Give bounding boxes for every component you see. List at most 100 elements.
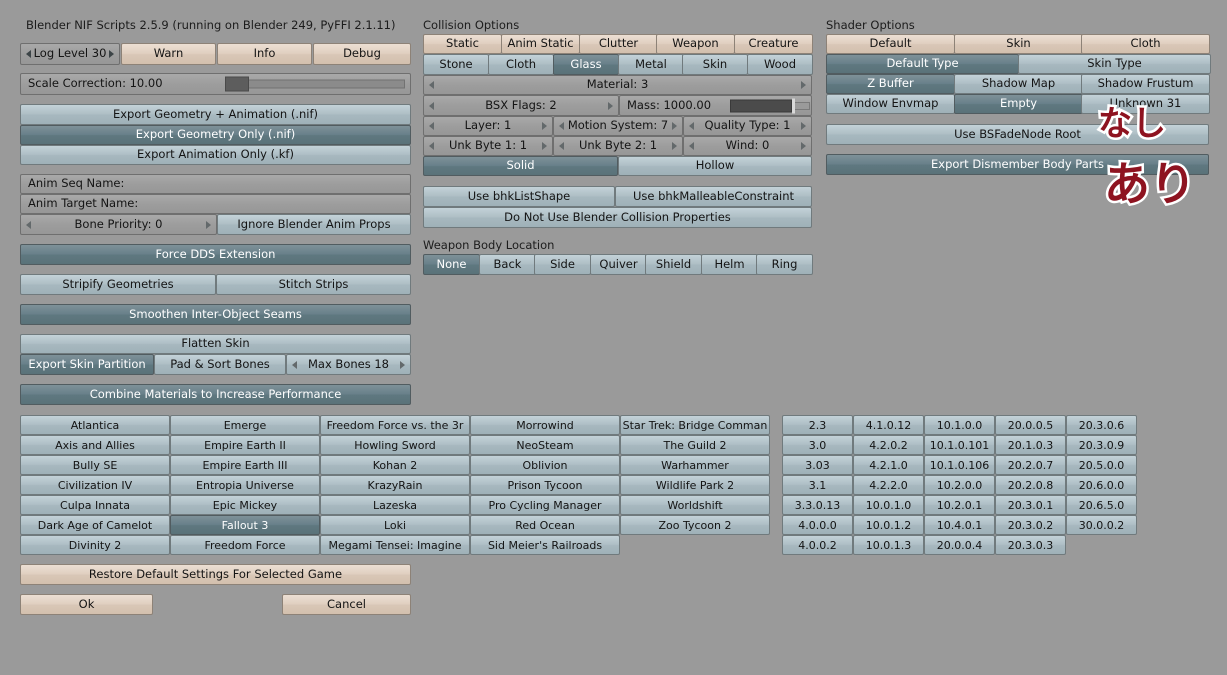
- game-option-civilization-iv[interactable]: Civilization IV: [20, 475, 170, 495]
- version-option-20-3-0-2[interactable]: 20.3.0.2: [995, 515, 1066, 535]
- collision-type-static[interactable]: Static: [423, 34, 502, 54]
- game-option-axis-and-allies[interactable]: Axis and Allies: [20, 435, 170, 455]
- unk-byte-2-stepper[interactable]: Unk Byte 2: 1: [553, 136, 683, 156]
- weapon-body-shield[interactable]: Shield: [645, 254, 702, 275]
- weapon-body-side[interactable]: Side: [534, 254, 591, 275]
- smoothen-inter-object-seams-button[interactable]: Smoothen Inter-Object Seams: [20, 304, 411, 325]
- game-option-prison-tycoon[interactable]: Prison Tycoon: [470, 475, 620, 495]
- version-option-20-6-0-0[interactable]: 20.6.0.0: [1066, 475, 1137, 495]
- version-option-4-2-1-0[interactable]: 4.2.1.0: [853, 455, 924, 475]
- chevron-right-icon[interactable]: [672, 122, 677, 130]
- collision-material-glass[interactable]: Glass: [553, 54, 619, 75]
- motion-system-stepper[interactable]: Motion System: 7: [553, 116, 683, 136]
- version-option-3-0[interactable]: 3.0: [782, 435, 853, 455]
- version-option-20-2-0-7[interactable]: 20.2.0.7: [995, 455, 1066, 475]
- version-option-3-1[interactable]: 3.1: [782, 475, 853, 495]
- chevron-right-icon[interactable]: [608, 101, 613, 110]
- version-option-20-6-5-0[interactable]: 20.6.5.0: [1066, 495, 1137, 515]
- anim-seq-name-field[interactable]: Anim Seq Name:: [20, 174, 411, 194]
- stripify-geometries-button[interactable]: Stripify Geometries: [20, 274, 216, 295]
- force-dds-extension-button[interactable]: Force DDS Extension: [20, 244, 411, 265]
- version-option-4-0-0-2[interactable]: 4.0.0.2: [782, 535, 853, 555]
- collision-type-anim-static[interactable]: Anim Static: [501, 34, 580, 54]
- collision-material-cloth[interactable]: Cloth: [488, 54, 554, 75]
- use-bhklistshape-button[interactable]: Use bhkListShape: [423, 186, 615, 207]
- version-option-3-03[interactable]: 3.03: [782, 455, 853, 475]
- anim-target-name-field[interactable]: Anim Target Name:: [20, 194, 411, 214]
- shader-flag-shadow-map[interactable]: Shadow Map: [954, 74, 1083, 94]
- export-dismember-body-parts-button[interactable]: Export Dismember Body Parts: [826, 154, 1209, 175]
- version-option-4-1-0-12[interactable]: 4.1.0.12: [853, 415, 924, 435]
- chevron-right-icon[interactable]: [801, 122, 806, 130]
- game-option-oblivion[interactable]: Oblivion: [470, 455, 620, 475]
- ok-button[interactable]: Ok: [20, 594, 153, 615]
- weapon-body-helm[interactable]: Helm: [701, 254, 758, 275]
- game-option-krazyrain[interactable]: KrazyRain: [320, 475, 470, 495]
- game-option-emerge[interactable]: Emerge: [170, 415, 320, 435]
- collision-material-wood[interactable]: Wood: [747, 54, 813, 75]
- game-option-entropia-universe[interactable]: Entropia Universe: [170, 475, 320, 495]
- shader-type-skin-type[interactable]: Skin Type: [1018, 54, 1211, 74]
- chevron-right-icon[interactable]: [206, 220, 211, 229]
- stitch-strips-button[interactable]: Stitch Strips: [216, 274, 411, 295]
- weapon-body-back[interactable]: Back: [479, 254, 536, 275]
- scale-slider-knob[interactable]: [225, 76, 249, 92]
- game-option-loki[interactable]: Loki: [320, 515, 470, 535]
- chevron-left-icon[interactable]: [292, 360, 297, 369]
- game-option-freedom-force[interactable]: Freedom Force: [170, 535, 320, 555]
- chevron-left-icon[interactable]: [429, 142, 434, 150]
- hollow-button[interactable]: Hollow: [618, 156, 812, 176]
- chevron-left-icon[interactable]: [559, 122, 564, 130]
- version-option-10-0-1-2[interactable]: 10.0.1.2: [853, 515, 924, 535]
- version-option-20-3-0-9[interactable]: 20.3.0.9: [1066, 435, 1137, 455]
- combine-materials-button[interactable]: Combine Materials to Increase Performanc…: [20, 384, 411, 405]
- bsx-flags-stepper[interactable]: BSX Flags: 2: [423, 95, 619, 116]
- scale-slider-track[interactable]: [233, 79, 405, 89]
- version-option-10-2-0-0[interactable]: 10.2.0.0: [924, 475, 995, 495]
- version-option-10-4-0-1[interactable]: 10.4.0.1: [924, 515, 995, 535]
- bone-priority-stepper[interactable]: Bone Priority: 0: [20, 214, 217, 235]
- game-option-zoo-tycoon-2[interactable]: Zoo Tycoon 2: [620, 515, 770, 535]
- game-option-neosteam[interactable]: NeoSteam: [470, 435, 620, 455]
- version-option-4-0-0-0[interactable]: 4.0.0.0: [782, 515, 853, 535]
- game-option-the-guild-2[interactable]: The Guild 2: [620, 435, 770, 455]
- shader-flag-z-buffer[interactable]: Z Buffer: [826, 74, 955, 94]
- mass-slider-knob[interactable]: [792, 98, 795, 113]
- version-option-30-0-0-2[interactable]: 30.0.0.2: [1066, 515, 1137, 535]
- shader-preset-default[interactable]: Default: [826, 34, 955, 54]
- collision-material-metal[interactable]: Metal: [618, 54, 684, 75]
- version-option-20-1-0-3[interactable]: 20.1.0.3: [995, 435, 1066, 455]
- game-option-wildlife-park-2[interactable]: Wildlife Park 2: [620, 475, 770, 495]
- chevron-right-icon[interactable]: [801, 81, 806, 89]
- game-option-warhammer[interactable]: Warhammer: [620, 455, 770, 475]
- chevron-right-icon[interactable]: [542, 122, 547, 130]
- collision-type-weapon[interactable]: Weapon: [656, 34, 735, 54]
- game-option-empire-earth-iii[interactable]: Empire Earth III: [170, 455, 320, 475]
- version-option-20-3-0-6[interactable]: 20.3.0.6: [1066, 415, 1137, 435]
- chevron-right-icon[interactable]: [542, 142, 547, 150]
- version-option-20-3-0-3[interactable]: 20.3.0.3: [995, 535, 1066, 555]
- scale-correction-slider[interactable]: Scale Correction: 10.00: [20, 73, 411, 95]
- version-option-20-3-0-1[interactable]: 20.3.0.1: [995, 495, 1066, 515]
- shader-preset-cloth[interactable]: Cloth: [1081, 34, 1210, 54]
- weapon-body-quiver[interactable]: Quiver: [590, 254, 647, 275]
- collision-material-skin[interactable]: Skin: [682, 54, 748, 75]
- game-option-empire-earth-ii[interactable]: Empire Earth II: [170, 435, 320, 455]
- game-option-divinity-2[interactable]: Divinity 2: [20, 535, 170, 555]
- shader-flag-shadow-frustum[interactable]: Shadow Frustum: [1081, 74, 1210, 94]
- version-option-10-1-0-0[interactable]: 10.1.0.0: [924, 415, 995, 435]
- game-option-culpa-innata[interactable]: Culpa Innata: [20, 495, 170, 515]
- version-option-10-0-1-3[interactable]: 10.0.1.3: [853, 535, 924, 555]
- version-option-20-0-0-4[interactable]: 20.0.0.4: [924, 535, 995, 555]
- version-option-10-2-0-1[interactable]: 10.2.0.1: [924, 495, 995, 515]
- game-option-lazeska[interactable]: Lazeska: [320, 495, 470, 515]
- shader-flag-window-envmap[interactable]: Window Envmap: [826, 94, 955, 114]
- ignore-blender-anim-props-button[interactable]: Ignore Blender Anim Props: [217, 214, 411, 235]
- collision-material-stone[interactable]: Stone: [423, 54, 489, 75]
- chevron-right-icon[interactable]: [801, 142, 806, 150]
- export-skin-partition-button[interactable]: Export Skin Partition: [20, 354, 154, 375]
- pad-sort-bones-button[interactable]: Pad & Sort Bones: [154, 354, 286, 375]
- log-level-stepper[interactable]: Log Level 30: [20, 43, 120, 65]
- chevron-left-icon[interactable]: [689, 122, 694, 130]
- game-option-dark-age-of-camelot[interactable]: Dark Age of Camelot: [20, 515, 170, 535]
